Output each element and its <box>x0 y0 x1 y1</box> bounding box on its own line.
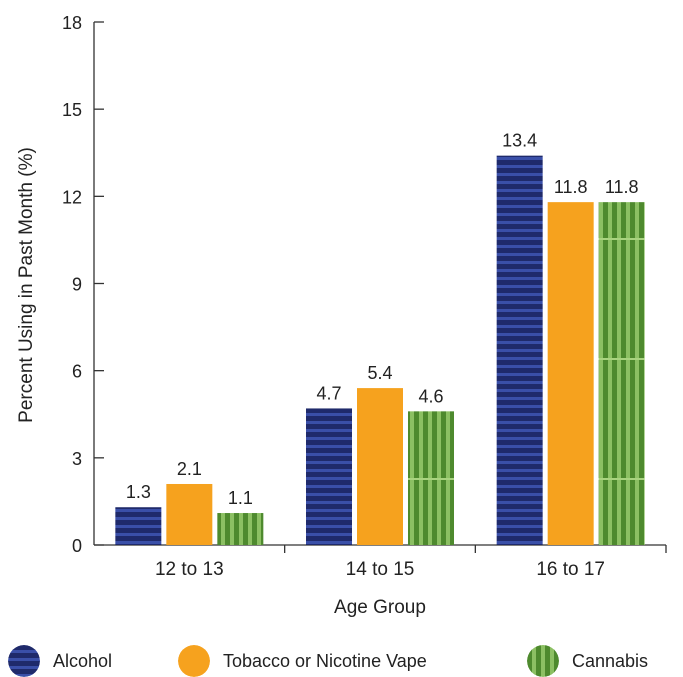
data-label-cannabis: 4.6 <box>418 386 443 406</box>
x-category-label: 16 to 17 <box>536 559 605 580</box>
cannabis-swatch-icon <box>527 645 559 677</box>
data-labels: 1.3 2.1 1.1 4.7 5.4 4.6 13.4 11.8 11.8 <box>126 131 639 508</box>
legend-item-alcohol: Alcohol <box>8 645 112 677</box>
x-category-label: 14 to 15 <box>346 559 415 580</box>
y-tick-label: 12 <box>62 187 82 207</box>
legend: Alcohol Tobacco or Nicotine Vape Cannabi… <box>0 645 683 677</box>
bars <box>115 155 645 545</box>
y-tick-label: 9 <box>72 275 82 295</box>
legend-item-cannabis: Cannabis <box>527 645 648 677</box>
legend-label-tobacco-vape: Tobacco or Nicotine Vape <box>223 650 427 671</box>
bar-chart: 0 3 6 9 12 15 18 12 to 13 14 to 15 16 to 17 1.3 2.… <box>16 13 667 618</box>
bar-alcohol <box>306 408 352 545</box>
x-axis-title: Age Group <box>334 597 426 618</box>
y-tick-label: 6 <box>72 362 82 382</box>
y-tick-label: 15 <box>62 100 82 120</box>
bar-cannabis <box>217 513 264 545</box>
axes: 0 3 6 9 12 15 18 12 to 13 14 to 15 16 to 17 <box>62 13 667 580</box>
data-label-cannabis: 1.1 <box>228 488 253 508</box>
data-label-tobacco-vape: 11.8 <box>554 177 588 197</box>
data-label-cannabis: 11.8 <box>605 177 639 197</box>
bar-alcohol <box>496 155 543 545</box>
bar-cannabis <box>598 202 645 545</box>
bar-cannabis <box>408 411 454 545</box>
data-label-tobacco-vape: 5.4 <box>367 363 392 383</box>
data-label-alcohol: 1.3 <box>126 482 151 502</box>
y-tick-label: 0 <box>72 536 82 556</box>
legend-label-cannabis: Cannabis <box>572 650 649 671</box>
y-axis-title: Percent Using in Past Month (%) <box>16 147 37 423</box>
alcohol-swatch-icon <box>8 645 40 677</box>
bar-tobacco-vape <box>547 202 594 545</box>
legend-item-tobacco-vape: Tobacco or Nicotine Vape <box>178 645 427 677</box>
bar-tobacco-vape <box>357 388 403 545</box>
x-category-label: 12 to 13 <box>155 559 224 580</box>
bar-tobacco-vape <box>166 483 213 545</box>
y-tick-label: 18 <box>62 13 82 33</box>
data-label-alcohol: 13.4 <box>502 131 537 151</box>
tobacco-vape-swatch-icon <box>178 645 210 677</box>
bar-alcohol <box>115 507 162 545</box>
y-tick-label: 3 <box>72 449 82 469</box>
data-label-tobacco-vape: 2.1 <box>177 459 202 479</box>
data-label-alcohol: 4.7 <box>316 383 341 403</box>
legend-label-alcohol: Alcohol <box>53 650 113 671</box>
